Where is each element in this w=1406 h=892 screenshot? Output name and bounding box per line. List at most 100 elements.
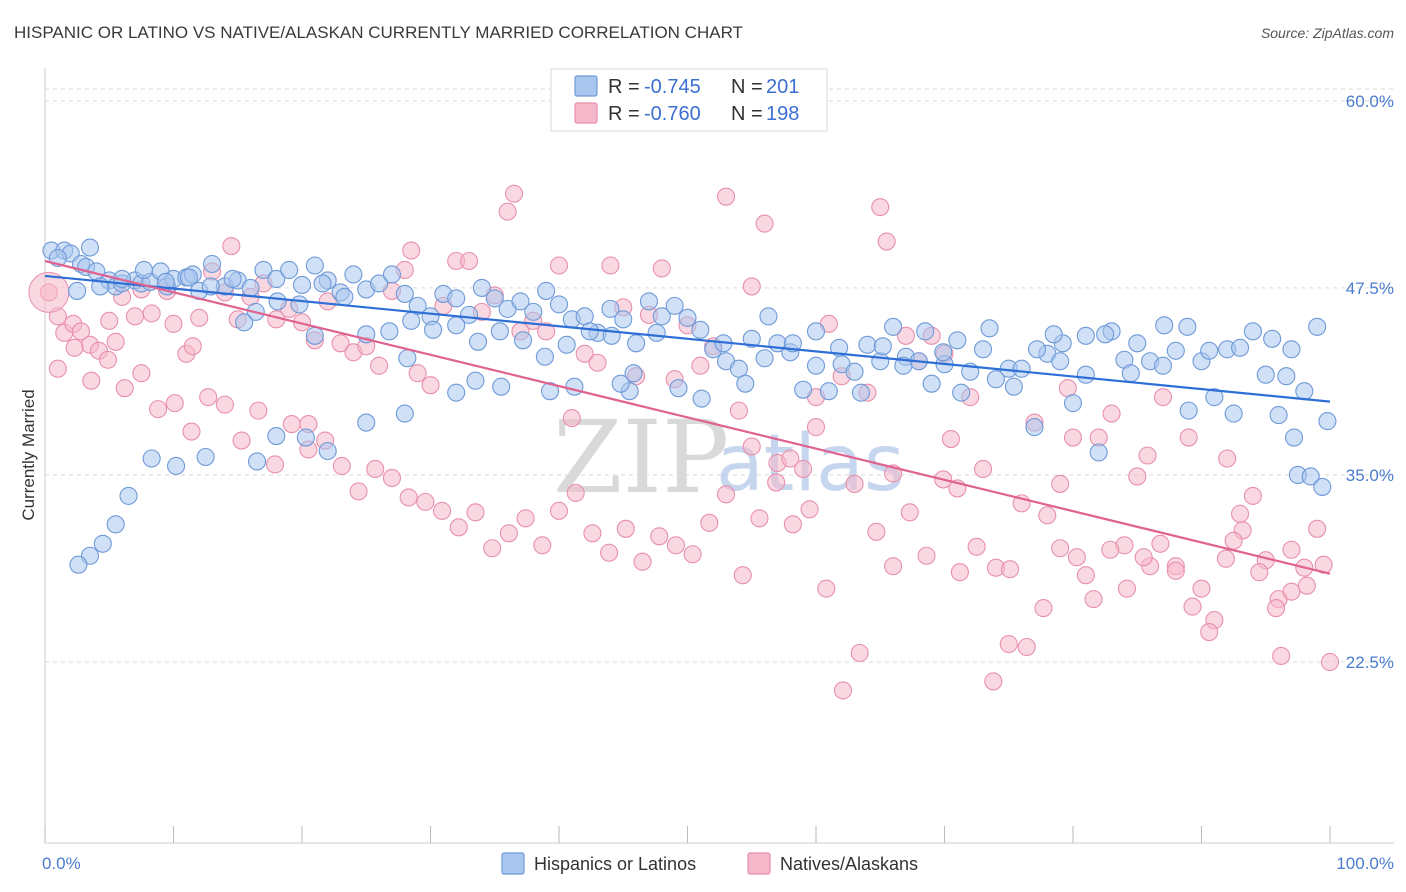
hispanic-latino-point [167, 456, 186, 476]
native-alaskan-point [1153, 388, 1172, 407]
native-alaskan-point [1067, 548, 1086, 567]
native-alaskan-point [1308, 519, 1327, 538]
hispanic-latino-point [447, 289, 466, 308]
trend-lines [44, 259, 1331, 575]
hispanic-latino-point [1263, 329, 1282, 348]
native-alaskan-point [549, 256, 569, 275]
native-alaskan-point [750, 509, 769, 528]
hispanic-latino-point [540, 382, 560, 401]
native-alaskan-point [729, 401, 748, 420]
bottom-legend: Hispanics or Latinos Natives/Alaskans [501, 852, 918, 875]
native-alaskan-point [767, 473, 786, 492]
hispanic-latino-point [468, 332, 488, 351]
hispanic-latino-point [408, 296, 427, 315]
native-alaskan-point [601, 256, 620, 275]
hispanic-latino-point [806, 322, 826, 341]
hispanic-latino-point [1277, 367, 1296, 386]
native-alaskan-point [215, 395, 234, 414]
native-alaskan-point [984, 672, 1003, 691]
hispanic-latino-point [305, 256, 324, 275]
native-alaskan-point [566, 483, 585, 502]
hispanic-latino-point [447, 316, 466, 335]
native-alaskan-point [498, 202, 517, 221]
hispanic-latino-point [1284, 428, 1304, 447]
native-alaskan-point [1034, 599, 1053, 618]
hispanic-latino-point [134, 260, 153, 280]
hispanic-latino-point [93, 534, 112, 553]
native-alaskan-point [190, 308, 209, 327]
hispanic-latino-point [1231, 338, 1250, 357]
hispanic-latino-point [485, 289, 504, 308]
hispanic-latino-point [1318, 412, 1337, 431]
native-alaskan-point [742, 277, 761, 296]
hispanic-latino-point [1076, 365, 1095, 384]
native-alaskan-point [817, 579, 836, 598]
hispanic-latino-point [1200, 341, 1219, 360]
hispanic-latino-point [678, 308, 697, 327]
native-alaskan-point [549, 501, 569, 520]
native-alaskan-point [164, 314, 183, 333]
hispanic-latino-point [652, 307, 671, 326]
native-alaskan-point [183, 337, 202, 356]
hispanic-latino-point [395, 404, 414, 423]
native-alaskan-point [182, 422, 201, 441]
hispanic-latino-point [80, 238, 100, 257]
hispanic-latino-point [447, 383, 466, 402]
hispanic-latino-point [267, 269, 286, 289]
hispanic-latino-point [794, 380, 813, 399]
hispanic-latino-point [398, 349, 417, 368]
native-alaskan-point [1183, 597, 1202, 616]
native-alaskan-point [504, 184, 524, 203]
native-alaskan-point [98, 350, 118, 369]
hispanic-latino-point [783, 334, 802, 353]
native-alaskan-point [650, 527, 669, 546]
hispanic-latino-point [357, 413, 376, 432]
native-alaskan-point [575, 344, 594, 363]
native-alaskan-point [1282, 540, 1301, 559]
native-alaskan-point [1084, 590, 1103, 609]
hispanic-latino-point [1155, 316, 1174, 335]
hispanic-latino-point [1179, 401, 1198, 420]
native-alaskan-point [1128, 467, 1147, 486]
native-alaskan-point [165, 394, 184, 413]
native-alaskan-point [82, 371, 101, 390]
native-alaskan-point [533, 536, 552, 555]
hispanic-latino-point [759, 307, 778, 326]
legend-swatch-pink [574, 102, 598, 124]
native-alaskan-point [282, 415, 301, 434]
native-alaskan-point [1076, 566, 1095, 585]
hispanic-latino-point [492, 377, 511, 396]
hispanic-latino-point [313, 274, 332, 293]
hispanic-latino-point [973, 340, 993, 359]
native-alaskan-point [249, 401, 268, 420]
hispanic-latino-point [69, 555, 88, 574]
hispanic-latino-point [223, 269, 242, 289]
native-alaskan-point [633, 552, 652, 571]
hispanic-latino-point [1121, 364, 1140, 383]
hispanic-latino-point [290, 295, 309, 314]
native-alaskan-point [588, 353, 607, 372]
hispanic-latino-point [986, 370, 1005, 389]
y-tick-label: 22.5% [1346, 653, 1394, 672]
native-alaskan-point [1102, 404, 1121, 423]
hispanic-latino-point [601, 299, 620, 318]
native-alaskan-point [1138, 446, 1157, 465]
native-alaskan-point [1000, 560, 1020, 579]
hispanic-latino-point [296, 428, 315, 447]
hispanic-latino-point [535, 347, 554, 366]
hispanic-latino-point [830, 338, 849, 357]
native-alaskan-point [318, 292, 337, 311]
native-alaskan-point [199, 388, 218, 407]
native-alaskan-point [1063, 428, 1083, 447]
hispanic-latino-point [267, 427, 286, 446]
hispanic-latino-point [1166, 341, 1185, 360]
bottom-legend-label-blue: Hispanics or Latinos [534, 854, 696, 874]
native-alaskan-point [806, 418, 826, 437]
hispanic-latino-point [549, 295, 569, 314]
hispanic-latino-point [68, 281, 87, 300]
hispanic-latino-point [179, 268, 198, 287]
native-alaskan-point [222, 236, 241, 256]
hispanic-latino-point [736, 374, 755, 393]
native-alaskan-point [142, 304, 161, 323]
hispanic-latino-point [370, 274, 389, 293]
